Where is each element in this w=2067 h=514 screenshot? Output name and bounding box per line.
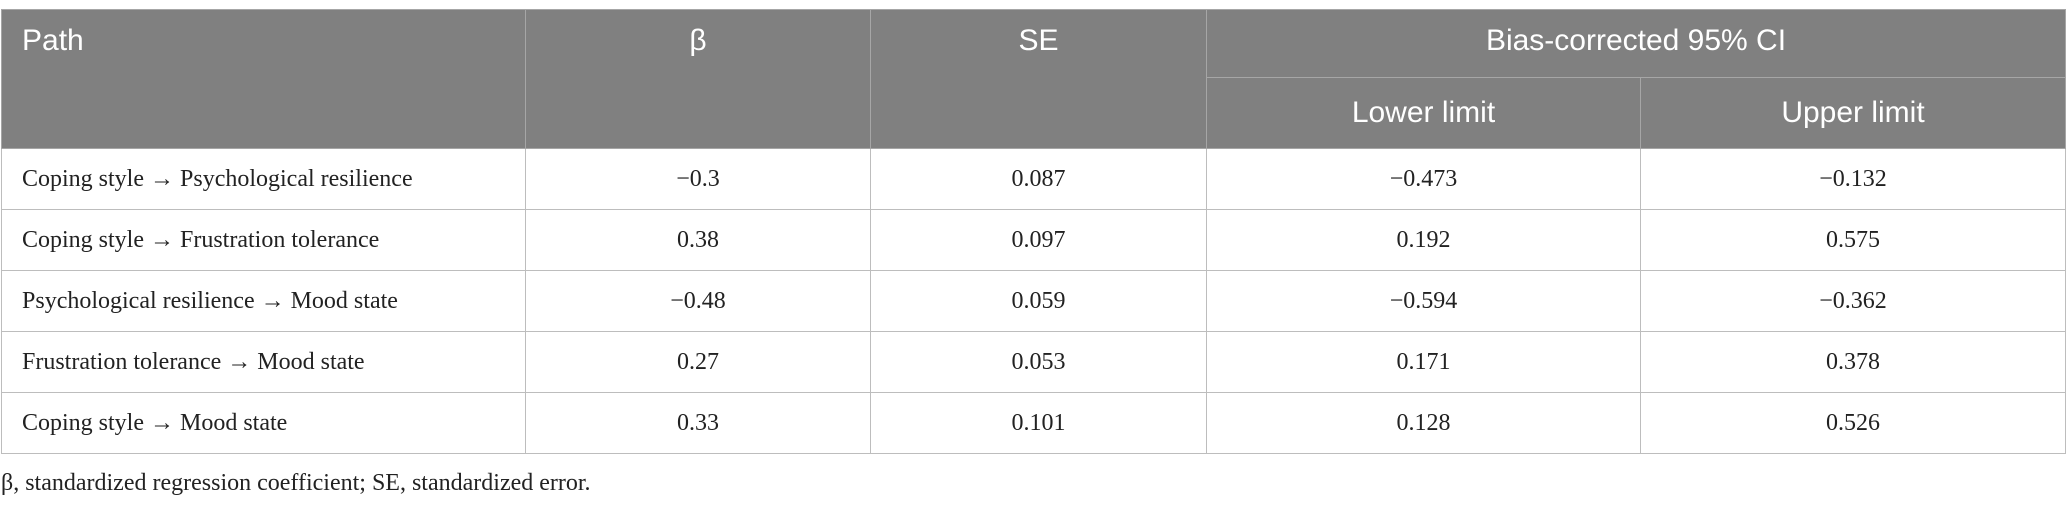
table-cell: 0.33 [525,392,871,454]
header-group: Bias-corrected 95% CI [1206,9,2066,78]
table-row: Psychological resilience → Mood state −0.… [1,270,2066,332]
table-cell: −0.3 [525,148,871,210]
table-cell: −0.362 [1640,270,2066,332]
table-cell: 0.101 [870,392,1207,454]
table-row: Coping style → Mood state 0.33 0.101 0.128 0… [1,392,2066,454]
table-cell: −0.132 [1640,148,2066,210]
table-cell: 0.171 [1206,331,1641,393]
table-cell: 0.526 [1640,392,2066,454]
header-cell: SE [870,9,1207,149]
table-cell: Psychological resilience → Mood state [1,270,526,332]
table-cell: 0.27 [525,331,871,393]
table-row: Coping style → Psychological resilience −… [1,148,2066,210]
header-cell: β [525,9,871,149]
header-cell: Lower limit [1206,77,1641,149]
table-cell: 0.128 [1206,392,1641,454]
table-cell: −0.594 [1206,270,1641,332]
results-table: Path β SE Bias-corrected 95% CI Lower li… [1,9,2066,454]
table-cell: 0.059 [870,270,1207,332]
table-wrap: Path β SE Bias-corrected 95% CI Lower li… [1,9,2066,454]
table-cell: Coping style → Mood state [1,392,526,454]
table-cell: 0.378 [1640,331,2066,393]
table-cell: 0.097 [870,209,1207,271]
table-cell: 0.053 [870,331,1207,393]
header-cell: Upper limit [1640,77,2066,149]
table-cell: 0.192 [1206,209,1641,271]
table-body: Coping style → Psychological resilience −… [1,148,2066,454]
table-row: Coping style → Frustration tolerance 0.38… [1,209,2066,271]
table-cell: Coping style → Psychological resilience [1,148,526,210]
header-cell: Path [1,9,526,149]
table-cell: 0.38 [525,209,871,271]
table-row: Frustration tolerance → Mood state 0.27 0.… [1,331,2066,393]
table-cell: Frustration tolerance → Mood state [1,331,526,393]
table-cell: 0.087 [870,148,1207,210]
table-cell: 0.575 [1640,209,2066,271]
table-cell: −0.473 [1206,148,1641,210]
footnote: β, standardized regression coefficient; … [1,470,591,496]
table-cell: Coping style → Frustration tolerance [1,209,526,271]
table-cell: −0.48 [525,270,871,332]
